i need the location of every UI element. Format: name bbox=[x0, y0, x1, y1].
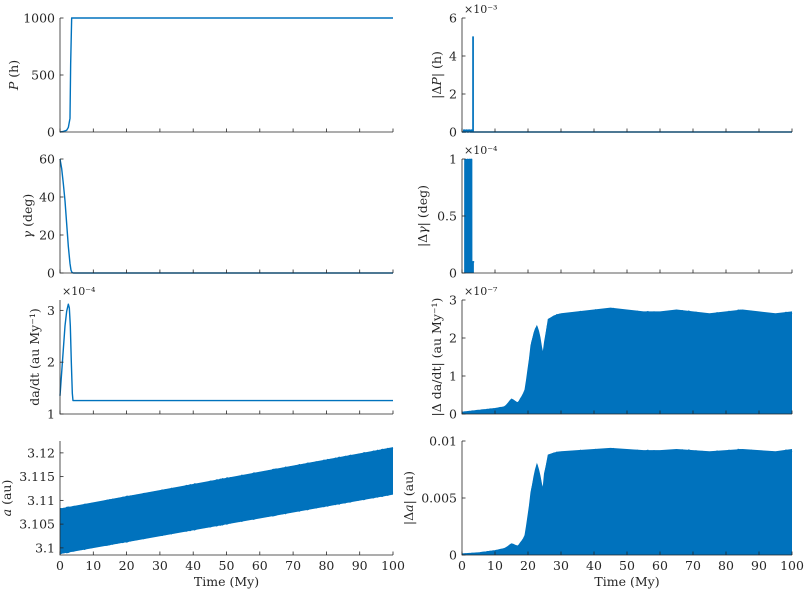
y-tick-label-ddadt-1: 1 bbox=[449, 369, 457, 384]
x-axis-label-a: Time (My) bbox=[194, 574, 259, 589]
x-tick-label-da-5: 50 bbox=[619, 558, 635, 573]
y-tick-label-dadt-1: 2 bbox=[47, 355, 55, 370]
panel-dP: 0 2 4 6 ×10⁻³ |ΔP| (h) bbox=[429, 3, 793, 140]
panel-gamma: 0 20 40 60 γ (deg) bbox=[20, 152, 394, 281]
panel-ddadt: 0 1 2 3 ×10⁻⁷ |Δ da/dt| (au My⁻¹) bbox=[429, 285, 793, 422]
y-tick-label-da-1: 0.005 bbox=[421, 491, 457, 506]
y-tick-label-dgamma-0: 0 bbox=[449, 266, 457, 281]
y-tick-label-dgamma-2: 1 bbox=[449, 152, 457, 167]
y-tick-label-dgamma-1: 0.5 bbox=[437, 209, 457, 224]
series-edge-dgamma-0 bbox=[464, 158, 475, 274]
x-tick-label-da-7: 70 bbox=[685, 558, 701, 573]
x-tick-label-a-6: 60 bbox=[252, 558, 268, 573]
y-axis-label-da: |Δa| (au) bbox=[401, 471, 416, 525]
y-tick-label-gamma-3: 60 bbox=[39, 152, 55, 167]
series-line-gamma-0 bbox=[59, 158, 393, 274]
y-axis-label-a: a (au) bbox=[0, 480, 14, 517]
series-line-dP-0 bbox=[462, 36, 792, 133]
series-area-dgamma-0 bbox=[464, 159, 474, 273]
y-tick-label-a-2: 3.11 bbox=[27, 493, 55, 508]
y-tick-label-ddadt-2: 2 bbox=[449, 331, 457, 346]
y-tick-label-dadt-2: 3 bbox=[47, 303, 55, 318]
series-area-ddadt-0 bbox=[462, 307, 792, 414]
exponent-label-ddadt: ×10⁻⁷ bbox=[464, 285, 498, 298]
x-tick-label-da-6: 60 bbox=[652, 558, 668, 573]
x-tick-label-da-10: 100 bbox=[780, 558, 804, 573]
y-tick-label-dP-2: 4 bbox=[449, 49, 457, 64]
series-line-P-0 bbox=[59, 17, 393, 133]
y-axis-label-dP: |ΔP| (h) bbox=[429, 51, 444, 99]
series-line-dadt-0 bbox=[59, 303, 393, 402]
y-tick-label-ddadt-0: 0 bbox=[449, 407, 457, 422]
x-tick-label-a-5: 50 bbox=[219, 558, 235, 573]
panel-dgamma: 0 0.5 1 ×10⁻⁴ |Δγ| (deg) bbox=[415, 144, 793, 281]
x-tick-label-da-0: 0 bbox=[458, 558, 466, 573]
x-axis-label-da: Time (My) bbox=[594, 574, 659, 589]
series-edge-da-0 bbox=[461, 447, 793, 555]
x-tick-label-da-9: 90 bbox=[751, 558, 767, 573]
y-axis-label-P: P (h) bbox=[6, 60, 21, 91]
x-tick-label-a-0: 0 bbox=[56, 558, 64, 573]
series-band-top-a bbox=[59, 447, 394, 511]
y-tick-label-gamma-2: 40 bbox=[39, 190, 55, 205]
x-tick-label-a-8: 80 bbox=[318, 558, 334, 573]
x-tick-label-a-9: 90 bbox=[352, 558, 368, 573]
y-tick-label-dP-1: 2 bbox=[449, 87, 457, 102]
y-axis-label-ddadt: |Δ da/dt| (au My⁻¹) bbox=[429, 298, 444, 417]
x-tick-label-a-7: 70 bbox=[285, 558, 301, 573]
y-tick-label-gamma-1: 20 bbox=[39, 228, 55, 243]
y-tick-label-dP-3: 6 bbox=[449, 11, 457, 26]
x-tick-label-da-3: 30 bbox=[553, 558, 569, 573]
y-tick-label-P-2: 1000 bbox=[23, 11, 55, 26]
series-edge-ddadt-0 bbox=[461, 307, 793, 413]
x-tick-label-a-3: 30 bbox=[152, 558, 168, 573]
y-tick-label-a-1: 3.105 bbox=[19, 517, 55, 532]
x-tick-label-a-10: 100 bbox=[381, 558, 405, 573]
y-axis-label-dadt: da/dt (au My⁻¹) bbox=[27, 308, 42, 405]
panel-dadt: 1 2 3 ×10⁻⁴ da/dt (au My⁻¹) bbox=[27, 285, 394, 422]
x-tick-label-da-8: 80 bbox=[718, 558, 734, 573]
y-tick-label-gamma-0: 0 bbox=[47, 266, 55, 281]
y-tick-label-a-4: 3.12 bbox=[27, 445, 55, 460]
axis-frame-gamma bbox=[59, 159, 393, 274]
y-tick-label-a-3: 3.115 bbox=[19, 469, 55, 484]
axis-frame-dadt bbox=[59, 300, 393, 415]
x-tick-label-da-2: 20 bbox=[520, 558, 536, 573]
y-tick-label-P-1: 500 bbox=[31, 68, 55, 83]
x-tick-label-a-2: 20 bbox=[119, 558, 135, 573]
axis-frame-P bbox=[59, 18, 393, 133]
x-tick-label-da-4: 40 bbox=[586, 558, 602, 573]
y-tick-label-a-0: 3.1 bbox=[35, 540, 55, 555]
exponent-label-dgamma: ×10⁻⁴ bbox=[464, 144, 498, 157]
y-axis-label-gamma: γ (deg) bbox=[20, 194, 35, 239]
y-axis-label-dgamma: |Δγ| (deg) bbox=[415, 185, 430, 247]
x-tick-label-a-4: 40 bbox=[185, 558, 201, 573]
series-area-da-0 bbox=[462, 447, 792, 555]
panel-a: 0 10 20 30 40 50 60 70 80 90 100 3.1 3.105 3.11 3.115 3… bbox=[0, 441, 405, 589]
y-tick-label-da-0: 0 bbox=[449, 548, 457, 563]
axis-frame-dP bbox=[461, 18, 792, 133]
panel-da: 0 10 20 30 40 50 60 70 80 90 100 0 0.005 0.01 |Δa| (au… bbox=[401, 434, 804, 590]
x-tick-label-da-1: 10 bbox=[487, 558, 503, 573]
exponent-label-dadt: ×10⁻⁴ bbox=[62, 285, 96, 298]
series-band-bottom-a bbox=[59, 493, 394, 555]
y-tick-label-P-0: 0 bbox=[47, 125, 55, 140]
axis-frame-dgamma bbox=[461, 159, 792, 274]
panel-P: 0 500 1000 P (h) bbox=[6, 11, 394, 140]
y-tick-label-da-2: 0.01 bbox=[429, 434, 457, 449]
y-tick-label-ddadt-3: 3 bbox=[449, 293, 457, 308]
y-tick-label-dP-0: 0 bbox=[449, 125, 457, 140]
x-tick-label-a-1: 10 bbox=[85, 558, 101, 573]
y-tick-label-dadt-0: 1 bbox=[47, 407, 55, 422]
series-band-a-0 bbox=[60, 447, 393, 555]
exponent-label-dP: ×10⁻³ bbox=[464, 3, 497, 16]
